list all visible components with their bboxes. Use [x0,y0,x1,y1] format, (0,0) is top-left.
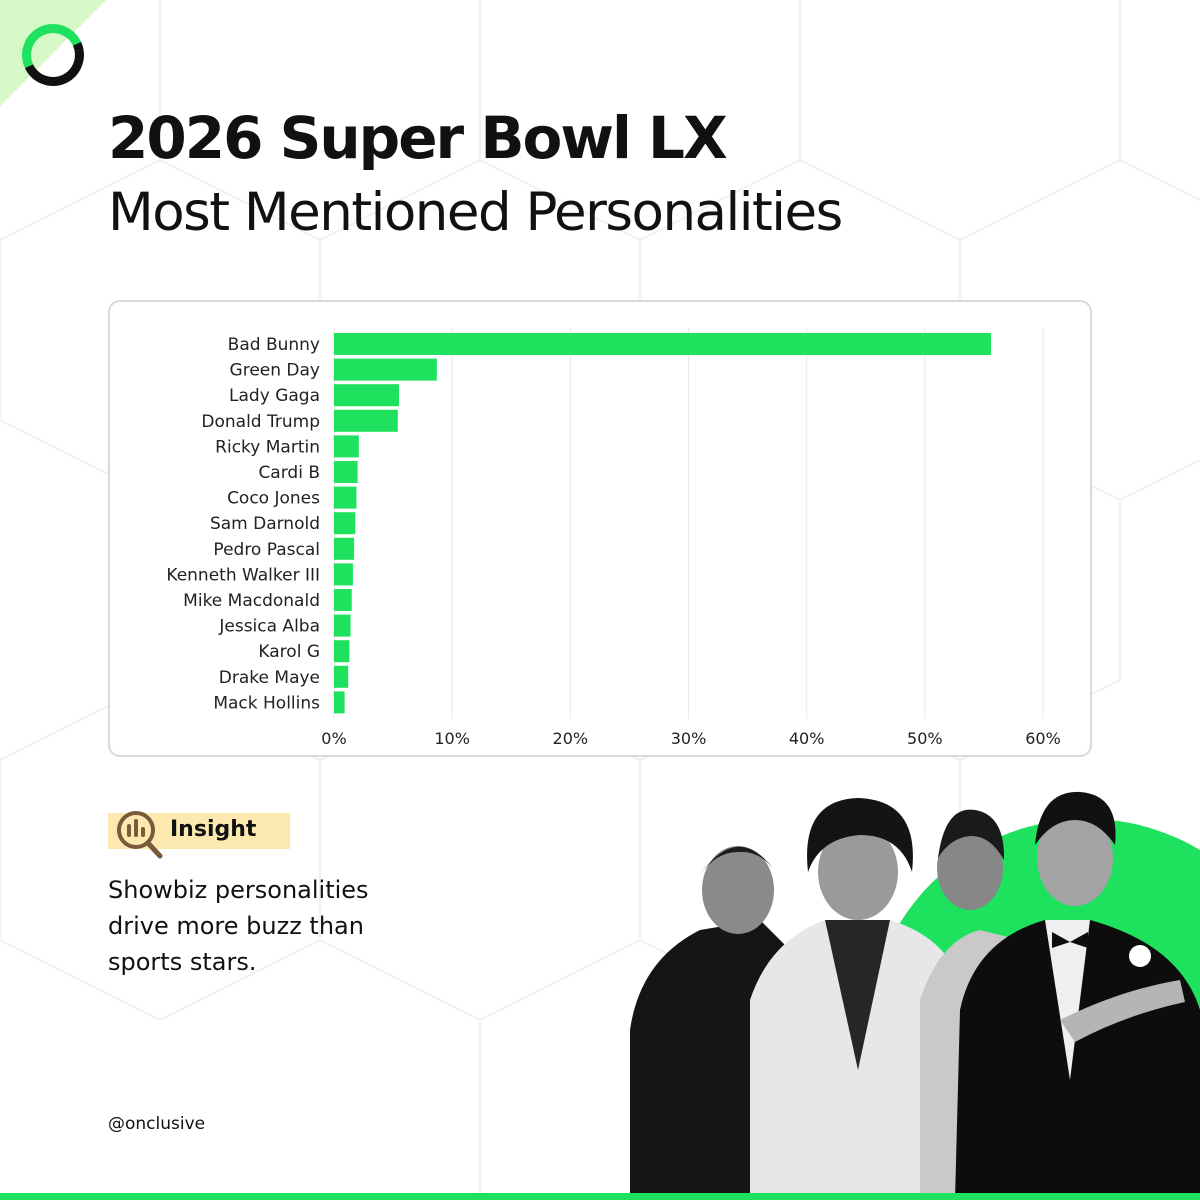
bar-category-label: Drake Maye [219,668,320,688]
bar [334,665,349,688]
bar-category-label: Ricky Martin [215,437,320,457]
bar [334,691,345,714]
bar [334,512,356,535]
bar-chart-magnifier-icon [117,811,163,859]
bar-category-label: Mack Hollins [213,693,320,713]
social-handle: @onclusive [108,1114,206,1134]
bar [334,358,437,381]
bar-category-label: Donald Trump [201,412,320,432]
x-tick-label: 10% [434,729,470,748]
bar-category-label: Mike Macdonald [183,591,320,611]
bar [334,640,350,663]
x-tick-label: 20% [553,729,589,748]
bar-category-label: Pedro Pascal [213,540,320,560]
bar [334,333,992,355]
x-tick-label: 40% [789,729,825,748]
page-subtitle: Most Mentioned Personalities [108,182,843,243]
bar [334,435,359,458]
bar-category-label: Green Day [230,361,320,381]
bar [334,589,352,611]
x-tick-label: 60% [1025,729,1061,748]
bar-chart: 0% 10% 20% 30% 40% 50% 60% Bad Bunny Green Day La… [166,328,1061,748]
bar [334,384,399,407]
bar [334,614,351,637]
corner-accent-triangle [0,0,106,106]
bar-category-label: Kenneth Walker III [166,565,320,585]
x-tick-label: 50% [907,729,943,748]
bar [334,461,358,483]
bar-category-label: Jessica Alba [218,617,320,637]
personalities-photo [630,791,1200,1200]
chart-card: 0% 10% 20% 30% 40% 50% 60% Bad Bunny Green Day La… [108,300,1092,757]
x-tick-label: 30% [671,729,707,748]
insight-text: Showbiz personalities drive more buzz th… [108,876,369,976]
bar-category-label: Lady Gaga [229,386,320,406]
bar-category-label: Bad Bunny [228,335,320,355]
bottom-accent-bar [0,1193,1200,1200]
x-tick-label: 0% [321,729,346,748]
bar [334,537,355,560]
bar-category-label: Sam Darnold [210,514,320,534]
page-title: 2026 Super Bowl LX [108,104,728,172]
bar-category-label: Coco Jones [227,489,320,509]
bar-category-label: Karol G [258,642,320,662]
insight-label: Insight [170,817,257,842]
bar [334,486,357,509]
bar [334,563,353,586]
bar [334,409,398,432]
bar-category-label: Cardi B [258,463,320,483]
